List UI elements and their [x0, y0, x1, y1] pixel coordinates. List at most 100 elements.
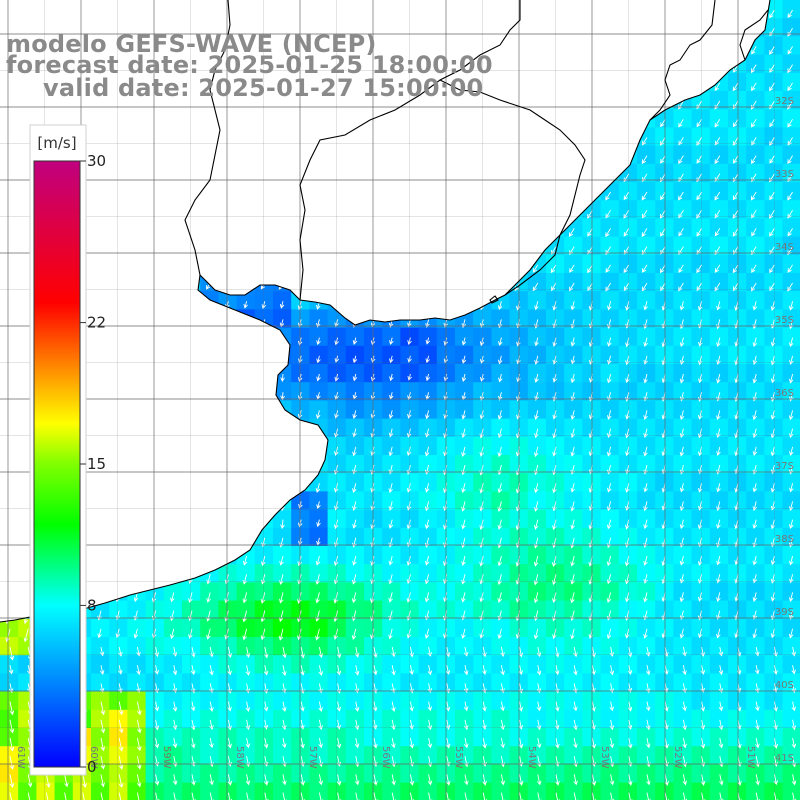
wind-speed-cell: [418, 655, 438, 674]
wind-speed-cell: [455, 382, 474, 401]
wind-arrow: [533, 555, 539, 567]
wind-speed-cell: [673, 218, 693, 238]
wind-speed-cell: [709, 400, 729, 420]
wind-arrow: [606, 410, 612, 421]
wind-speed-cell: [673, 145, 693, 165]
wind-speed-cell: [782, 455, 800, 474]
wind-speed-cell: [782, 709, 800, 729]
wind-arrow: [716, 555, 721, 566]
title-valid-date: valid date: 2025-01-27 15:00:00: [43, 74, 484, 102]
wind-arrow: [679, 501, 685, 512]
wind-speed-cell: [400, 345, 420, 365]
latitude-label: 32S: [775, 96, 794, 107]
wind-speed-cell: [418, 345, 438, 365]
wind-speed-cell: [254, 691, 274, 711]
wind-arrow: [732, 264, 739, 274]
wind-arrow: [732, 82, 739, 92]
wind-speed-cell: [564, 491, 583, 511]
wind-speed-cell: [637, 655, 656, 674]
wind-speed-cell: [527, 728, 547, 747]
wind-speed-cell: [746, 728, 765, 747]
wind-speed-cell: [673, 782, 693, 800]
wind-arrow: [787, 137, 793, 146]
wind-speed-cell: [491, 655, 511, 674]
wind-speed-cell: [473, 564, 492, 583]
wind-speed-cell: [782, 345, 800, 365]
wind-speed-cell: [709, 527, 729, 547]
wind-arrow: [788, 373, 794, 384]
wind-speed-cell: [400, 418, 420, 438]
wind-arrow: [679, 483, 685, 493]
wind-speed-cell: [764, 400, 784, 420]
wind-speed-cell: [764, 127, 784, 147]
wind-speed-cell: [618, 273, 638, 292]
wind-arrow: [679, 592, 685, 603]
wind-speed-cell: [527, 455, 547, 474]
wind-speed-cell: [673, 582, 693, 602]
wind-arrow: [625, 337, 630, 348]
wind-speed-cell: [345, 564, 365, 583]
wind-speed-cell: [218, 746, 238, 765]
wind-arrow: [714, 228, 721, 237]
wind-arrow: [316, 501, 321, 510]
wind-speed-cell: [200, 746, 219, 765]
wind-speed-cell: [418, 400, 438, 420]
wind-speed-cell: [473, 618, 492, 638]
wind-speed-cell: [527, 691, 547, 711]
wind-speed-cell: [782, 163, 800, 183]
wind-speed-cell: [200, 673, 219, 693]
wind-speed-cell: [564, 728, 583, 747]
wind-speed-cell: [546, 309, 565, 329]
wind-speed-cell: [309, 782, 329, 800]
wind-speed-cell: [673, 163, 693, 183]
colorbar-tick-label: 30: [87, 152, 106, 170]
wind-arrow: [625, 373, 630, 384]
wind-speed-cell: [455, 637, 474, 656]
wind-speed-cell: [382, 382, 401, 401]
latitude-label: 33S: [775, 169, 794, 180]
wind-arrow: [643, 483, 648, 493]
wind-speed-cell: [0, 637, 19, 656]
wind-arrow: [570, 555, 575, 567]
wind-arrow: [679, 555, 685, 566]
wind-speed-cell: [637, 764, 656, 784]
wind-speed-cell: [345, 473, 365, 492]
wind-arrow: [497, 483, 503, 494]
wind-speed-cell: [163, 637, 183, 656]
wind-arrow: [697, 301, 703, 311]
wind-speed-cell: [782, 182, 800, 201]
wind-arrow: [789, 355, 794, 366]
wind-speed-cell: [637, 418, 656, 438]
wind-speed-cell: [746, 509, 765, 529]
wind-arrow: [698, 373, 703, 384]
wind-speed-cell: [673, 327, 693, 347]
longitude-label: 53W: [599, 746, 610, 769]
wind-speed-cell: [728, 127, 747, 147]
wind-speed-cell: [728, 400, 747, 420]
wind-arrow: [407, 355, 412, 363]
wind-speed-cell: [746, 218, 765, 238]
wind-arrow: [770, 446, 776, 457]
wind-speed-cell: [382, 364, 401, 383]
wind-arrow: [625, 519, 630, 530]
wind-speed-cell: [455, 782, 474, 800]
wind-speed-cell: [145, 709, 165, 729]
wind-arrow: [388, 592, 393, 603]
wind-speed-cell: [418, 436, 438, 456]
wind-speed-cell: [491, 709, 511, 729]
wind-arrow: [606, 501, 612, 512]
wind-speed-cell: [637, 728, 656, 747]
wind-speed-cell: [418, 382, 438, 401]
wind-speed-cell: [163, 782, 183, 800]
wind-speed-cell: [673, 291, 693, 310]
wind-speed-cell: [382, 436, 401, 456]
wind-speed-cell: [618, 291, 638, 310]
wind-speed-cell: [637, 782, 656, 800]
wind-speed-cell: [564, 291, 583, 310]
wind-speed-cell: [473, 655, 492, 674]
wind-speed-cell: [709, 509, 729, 529]
wind-speed-cell: [546, 655, 565, 674]
wind-speed-cell: [127, 691, 147, 711]
wind-arrow: [643, 355, 648, 365]
